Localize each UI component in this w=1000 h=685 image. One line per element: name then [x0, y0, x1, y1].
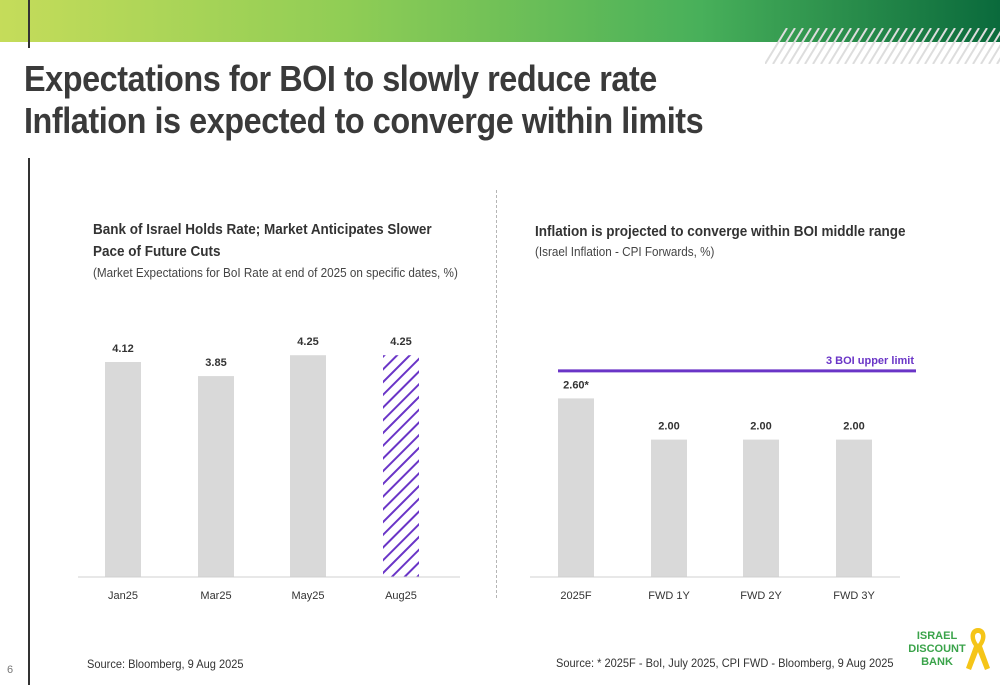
x-tick-label-FWD 1Y: FWD 1Y [648, 590, 690, 602]
bar-May25 [290, 355, 326, 577]
data-label-FWD 1Y: 2.00 [658, 421, 679, 433]
data-label-FWD 2Y: 2.00 [750, 421, 771, 433]
data-label-FWD 3Y: 2.00 [843, 421, 864, 433]
chart-2: 2.60* 2025F 2.00 FWD 1Y 2.00 FWD 2Y 2.00 FWD 3Y… [530, 355, 916, 602]
x-tick-label-May25: May25 [291, 590, 324, 602]
chart-1-source: Source: Bloomberg, 9 Aug 2025 [87, 657, 244, 671]
data-label-2025F: 2.60* [563, 379, 589, 391]
x-tick-label-Jan25: Jan25 [108, 590, 138, 602]
logo-line-2: DISCOUNT [908, 643, 966, 655]
chart-2-title: Inflation is projected to converge withi… [535, 223, 906, 240]
bar-FWD 1Y [651, 439, 687, 577]
left-rule [28, 158, 30, 685]
title-line-1: Expectations for BOI to slowly reduce ra… [24, 58, 657, 99]
bar-FWD 2Y [743, 439, 779, 577]
left-rule-top [28, 0, 30, 48]
bar-Jan25 [105, 362, 141, 577]
bar-Mar25 [198, 376, 234, 577]
chart-2-source: Source: * 2025F - BoI, July 2025, CPI FW… [556, 656, 894, 670]
chart-2-subtitle: (Israel Inflation - CPI Forwards, %) [535, 244, 715, 259]
x-tick-label-Aug25: Aug25 [385, 590, 417, 602]
logo-line-3: BANK [921, 656, 953, 668]
yellow-ribbon-icon [966, 628, 990, 670]
x-tick-label-FWD 3Y: FWD 3Y [833, 590, 875, 602]
x-tick-label-2025F: 2025F [560, 590, 591, 602]
data-label-Aug25: 4.25 [390, 336, 411, 348]
panel-divider [496, 190, 497, 598]
chart-1: 4.12 Jan25 3.85 Mar25 4.25 May25 4.25 Aug25 [78, 336, 460, 602]
data-label-May25: 4.25 [297, 336, 318, 348]
x-tick-label-FWD 2Y: FWD 2Y [740, 590, 782, 602]
bar-FWD 3Y [836, 439, 872, 577]
reference-line-label: 3 BOI upper limit [826, 355, 914, 367]
bar-2025F [558, 398, 594, 577]
data-label-Mar25: 3.85 [205, 357, 226, 369]
israel-discount-bank-logo: ISRAEL DISCOUNT BANK [908, 628, 990, 670]
logo-line-1: ISRAEL [917, 630, 958, 642]
chart-1-title: Bank of Israel Holds Rate; Market Antici… [93, 221, 432, 260]
chart-1-subtitle: (Market Expectations for BoI Rate at end… [93, 265, 458, 280]
title-line-2: Inflation is expected to converge within… [24, 100, 704, 141]
decorative-hatch-pattern [765, 28, 1000, 64]
header-gradient-bar [0, 0, 1000, 42]
page-title: Expectations for BOI to slowly reduce ra… [24, 58, 704, 142]
data-label-Jan25: 4.12 [112, 343, 133, 355]
x-tick-label-Mar25: Mar25 [200, 590, 231, 602]
page-number: 6 [7, 664, 14, 676]
bar-Aug25 [383, 355, 419, 577]
